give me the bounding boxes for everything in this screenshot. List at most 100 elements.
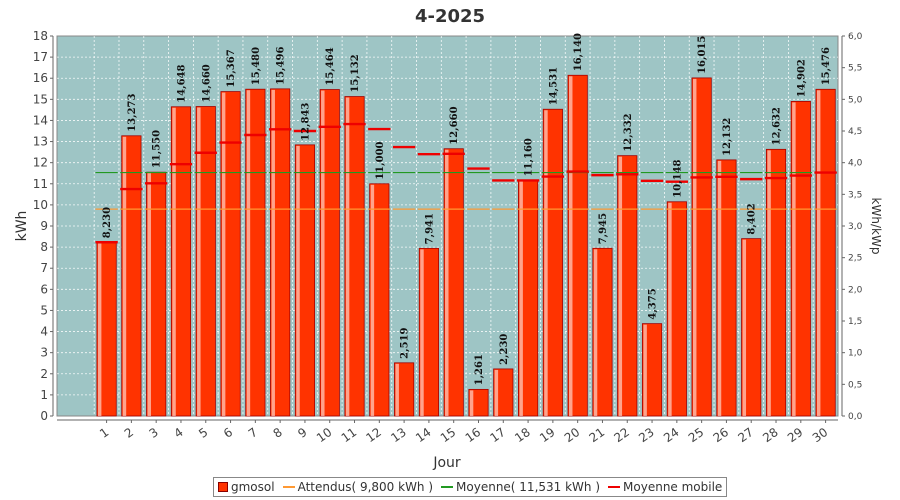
data-label: 14,531 xyxy=(548,67,559,105)
data-labels: 8,230 13,273 11,550 14,648 14,660 15,367 15,48… xyxy=(102,33,832,385)
bar xyxy=(394,362,415,417)
bar-highlight xyxy=(742,239,747,416)
x-tick-label: 8 xyxy=(271,425,285,441)
data-label: 15,464 xyxy=(325,47,336,85)
data-label: 15,496 xyxy=(276,47,287,85)
x-tick-label: 16 xyxy=(463,425,484,445)
bar-highlight xyxy=(271,89,275,417)
y2-tick-label: 3,5 xyxy=(848,190,862,200)
x-tick-label: 21 xyxy=(587,425,608,445)
data-label: 15,132 xyxy=(350,54,361,92)
data-label: 13,273 xyxy=(127,93,138,131)
x-tick-label: 5 xyxy=(196,425,210,441)
bar xyxy=(641,323,663,417)
bar xyxy=(790,101,811,417)
y2-tick-label: 0,0 xyxy=(848,412,863,422)
data-label: 2,519 xyxy=(400,327,411,358)
bar xyxy=(666,201,687,417)
data-label: 4,375 xyxy=(648,288,659,319)
x-tick-label: 24 xyxy=(661,425,682,445)
y2-tick-label: 0,5 xyxy=(848,380,862,390)
y-tick-label: 1 xyxy=(40,388,48,402)
bar-highlight xyxy=(345,97,350,417)
bar-highlight xyxy=(494,369,499,416)
bar xyxy=(369,183,390,417)
x-tick-label: 23 xyxy=(636,425,657,445)
y-axis-right: 0,0 0,5 1,0 1,5 2,0 2,5 3,0 3,5 4,0 4,5 5,0 5,5 6,0 xyxy=(841,32,863,422)
y2-tick-label: 4,5 xyxy=(848,127,862,137)
x-tick-label: 29 xyxy=(785,425,806,445)
chart-title: 4-2025 xyxy=(415,6,485,27)
bar-highlight xyxy=(221,92,226,416)
x-tick-label: 15 xyxy=(438,425,459,445)
data-label: 14,648 xyxy=(176,64,187,102)
bar-highlight xyxy=(122,136,127,416)
y2-axis-label: kWh/kWp xyxy=(869,198,883,255)
legend-item: Attendus( 9,800 kWh ) xyxy=(282,480,433,494)
x-tick-label: 18 xyxy=(512,425,533,445)
x-axis: 1 2 3 4 5 6 7 8 9 10 11 12 13 14 15 16 17 18 19 20 21 22 23 24 2… xyxy=(57,419,838,445)
bar-highlight xyxy=(420,249,424,416)
y-tick-label: 5 xyxy=(40,303,48,317)
legend-label: Moyenne( 11,531 kWh ) xyxy=(456,480,601,494)
bar xyxy=(542,108,563,417)
x-tick-label: 12 xyxy=(363,425,384,445)
data-label: 1,261 xyxy=(474,354,485,385)
bar-highlight xyxy=(618,156,623,416)
bar xyxy=(716,159,737,417)
grid xyxy=(57,36,838,416)
bars xyxy=(96,74,836,417)
data-label: 8,402 xyxy=(747,203,758,234)
x-tick-label: 9 xyxy=(295,425,309,441)
x-tick-label: 17 xyxy=(487,425,508,445)
bar-highlight xyxy=(643,324,647,416)
bar-highlight xyxy=(816,90,821,416)
y-tick-label: 17 xyxy=(33,50,48,64)
x-tick-label: 27 xyxy=(735,425,756,445)
y2-tick-label: 1,0 xyxy=(848,349,863,359)
y2-tick-label: 6,0 xyxy=(848,32,863,42)
data-label: 12,660 xyxy=(449,106,460,144)
y-tick-label: 18 xyxy=(33,29,48,43)
y-tick-label: 14 xyxy=(33,113,48,127)
data-label: 12,332 xyxy=(623,113,634,151)
bar xyxy=(344,96,365,417)
bar xyxy=(418,247,439,417)
bar-highlight xyxy=(692,78,697,417)
bar xyxy=(493,368,514,417)
x-tick-label: 14 xyxy=(413,425,434,445)
y-tick-label: 8 xyxy=(40,240,48,254)
y-tick-label: 7 xyxy=(40,261,48,275)
data-label: 2,230 xyxy=(499,334,510,365)
x-tick-label: 20 xyxy=(562,425,583,445)
data-label: 14,660 xyxy=(201,64,212,102)
data-label: 7,941 xyxy=(424,213,435,244)
x-tick-label: 4 xyxy=(171,425,185,441)
bar-highlight xyxy=(792,102,796,416)
bar-highlight xyxy=(321,90,325,416)
x-tick-label: 25 xyxy=(686,425,707,445)
x-tick-label: 1 xyxy=(97,425,111,441)
y-tick-label: 10 xyxy=(33,198,48,212)
legend-item: Moyenne( 11,531 kWh ) xyxy=(441,480,600,494)
bar xyxy=(691,77,712,417)
y-tick-label: 16 xyxy=(33,71,48,85)
bar xyxy=(170,106,192,417)
x-tick-label: 13 xyxy=(388,425,409,445)
bar xyxy=(815,88,836,417)
bar xyxy=(468,388,489,417)
y2-tick-label: 2,5 xyxy=(848,254,862,264)
legend-label: Moyenne mobile xyxy=(623,480,723,494)
data-label: 10,148 xyxy=(672,159,683,197)
bar-highlight xyxy=(172,107,176,417)
y-tick-label: 6 xyxy=(40,282,48,296)
bar xyxy=(592,247,613,417)
legend-swatch xyxy=(441,486,454,488)
y-tick-label: 0 xyxy=(40,409,48,423)
bar-highlight xyxy=(469,390,474,416)
data-label: 15,480 xyxy=(251,47,262,85)
legend-item: Moyenne mobile xyxy=(608,480,722,494)
bar xyxy=(567,74,588,417)
